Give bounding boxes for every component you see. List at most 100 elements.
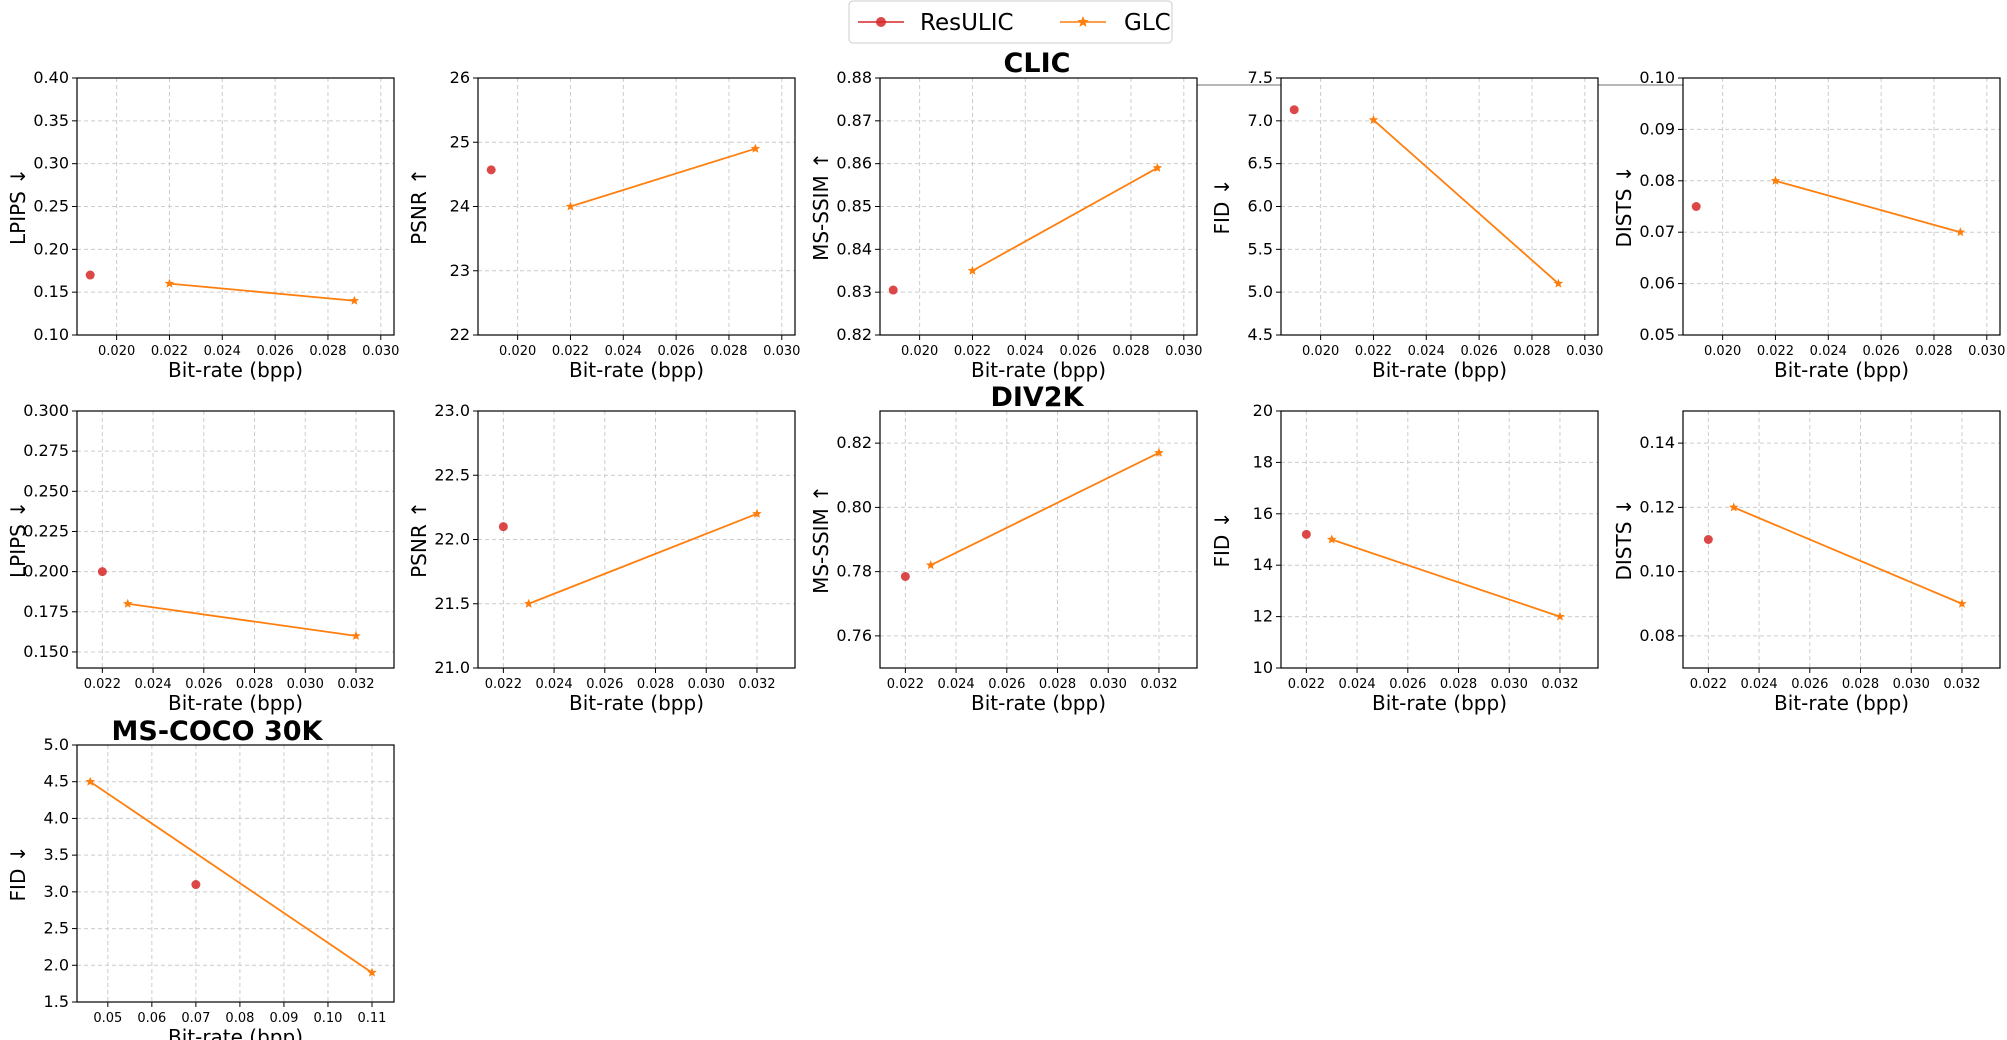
y-tick-label: 0.175 — [23, 602, 69, 621]
data-point-glc — [752, 508, 762, 518]
y-tick-label: 0.12 — [1639, 497, 1675, 516]
y-tick-label: 4.0 — [44, 808, 69, 827]
y-tick-label: 0.30 — [33, 154, 69, 173]
y-tick-label: 20 — [1253, 401, 1273, 420]
x-tick-label: 0.026 — [1791, 677, 1828, 692]
chart-panel: 0.022 0.024 0.026 0.028 0.030 0.032 0.08 0.10 0.… — [1612, 410, 2001, 715]
y-tick-label: 4.5 — [1248, 325, 1273, 344]
x-axis-label: Bit-rate (bpp) — [971, 691, 1106, 715]
section-title-clic: CLIC — [1004, 48, 1071, 79]
x-tick-label: 0.026 — [257, 344, 294, 359]
x-tick-label: 0.026 — [586, 677, 623, 692]
data-point-glc — [122, 598, 133, 608]
data-point-glc — [1326, 534, 1337, 544]
y-axis-label: LPIPS ↓ — [6, 168, 30, 245]
x-tick-label: 0.026 — [1863, 344, 1900, 359]
data-point-glc — [925, 560, 936, 570]
axes-frame — [879, 77, 1198, 336]
data-point-glc — [1770, 175, 1781, 185]
x-tick-label: 0.028 — [309, 344, 346, 359]
x-tick-label: 0.024 — [1810, 344, 1847, 359]
data-point-resulic — [1289, 105, 1299, 115]
y-tick-label: 0.83 — [836, 282, 872, 301]
y-tick-label: 18 — [1253, 452, 1273, 471]
x-tick-label: 0.026 — [1060, 344, 1097, 359]
series-line-glc — [972, 167, 1158, 272]
y-tick-label: 0.87 — [836, 111, 872, 130]
y-tick-label: 0.88 — [836, 68, 872, 87]
data-point-resulic — [888, 285, 898, 295]
x-tick-label: 0.026 — [988, 677, 1025, 692]
y-tick-label: 0.20 — [33, 239, 69, 258]
x-tick-label: 0.024 — [1740, 677, 1777, 692]
x-tick-label: 0.022 — [1757, 344, 1794, 359]
x-tick-label: 0.028 — [236, 677, 273, 692]
chart-panel: 0.020 0.022 0.024 0.026 0.028 0.030 0.05 0.06 0.… — [1612, 68, 2005, 382]
y-tick-label: 6.0 — [1248, 197, 1273, 216]
data-point-resulic — [486, 165, 496, 175]
x-axis-label: Bit-rate (bpp) — [168, 691, 303, 715]
x-axis-label: Bit-rate (bpp) — [971, 358, 1106, 382]
legend-resulic-label: ResULIC — [920, 10, 1014, 36]
axes-frame — [1280, 77, 1599, 336]
data-point-glc — [351, 630, 361, 640]
series-line-glc — [930, 451, 1160, 567]
x-tick-label: 0.024 — [204, 344, 241, 359]
x-axis-label: Bit-rate (bpp) — [1774, 691, 1909, 715]
x-tick-label: 0.022 — [1288, 677, 1325, 692]
x-tick-label: 0.024 — [134, 677, 171, 692]
y-tick-label: 6.5 — [1248, 154, 1273, 173]
axes-frame — [76, 410, 395, 669]
y-tick-label: 0.09 — [1639, 119, 1675, 138]
data-point-glc — [1368, 114, 1379, 125]
series-line-glc — [89, 780, 373, 974]
y-tick-label: 0.10 — [33, 325, 69, 344]
x-tick-label: 0.07 — [181, 1011, 210, 1026]
y-tick-label: 0.08 — [1639, 171, 1675, 190]
x-tick-label: 0.028 — [1440, 677, 1477, 692]
x-tick-label: 0.030 — [1968, 344, 2005, 359]
y-tick-label: 0.225 — [23, 521, 69, 540]
y-tick-label: 0.200 — [23, 562, 69, 581]
data-point-resulic — [191, 880, 201, 890]
data-point-glc — [967, 265, 978, 275]
x-axis-label: Bit-rate (bpp) — [1372, 691, 1507, 715]
data-point-glc — [367, 967, 377, 977]
plot-area — [1683, 411, 2000, 668]
y-tick-label: 0.300 — [23, 401, 69, 420]
data-point-glc — [1152, 162, 1163, 172]
x-tick-label: 0.032 — [1541, 677, 1578, 692]
chart-panel: 0.020 0.022 0.024 0.026 0.028 0.030 0.82 0.83 0.… — [809, 68, 1202, 382]
y-tick-label: 0.150 — [23, 642, 69, 661]
y-tick-label: 5.5 — [1248, 239, 1273, 258]
x-tick-label: 0.030 — [688, 677, 725, 692]
x-axis-label: Bit-rate (bpp) — [168, 358, 303, 382]
axes-frame — [1280, 410, 1599, 669]
y-tick-label: 14 — [1253, 555, 1273, 574]
x-tick-label: 0.030 — [1491, 677, 1528, 692]
x-tick-label: 0.030 — [362, 344, 399, 359]
x-tick-label: 0.024 — [1338, 677, 1375, 692]
x-tick-label: 0.020 — [499, 344, 536, 359]
x-tick-label: 0.024 — [937, 677, 974, 692]
y-tick-label: 0.10 — [1639, 562, 1675, 581]
x-tick-label: 0.032 — [738, 677, 775, 692]
series-line-glc — [1775, 179, 1961, 234]
legend-resulic-marker — [876, 17, 886, 27]
axes-frame — [477, 410, 796, 669]
axes-frame — [879, 410, 1198, 669]
y-tick-label: 0.35 — [33, 111, 69, 130]
y-tick-label: 2.0 — [44, 955, 69, 974]
y-tick-label: 0.85 — [836, 197, 872, 216]
x-tick-label: 0.024 — [535, 677, 572, 692]
data-point-glc — [750, 143, 761, 153]
series-line-glc — [1331, 538, 1561, 618]
x-tick-label: 0.022 — [954, 344, 991, 359]
data-point-glc — [349, 295, 360, 305]
y-tick-label: 0.250 — [23, 481, 69, 500]
y-axis-label: PSNR ↑ — [407, 501, 431, 578]
x-tick-label: 0.08 — [225, 1011, 254, 1026]
y-tick-label: 24 — [450, 197, 470, 216]
x-tick-label: 0.022 — [84, 677, 121, 692]
